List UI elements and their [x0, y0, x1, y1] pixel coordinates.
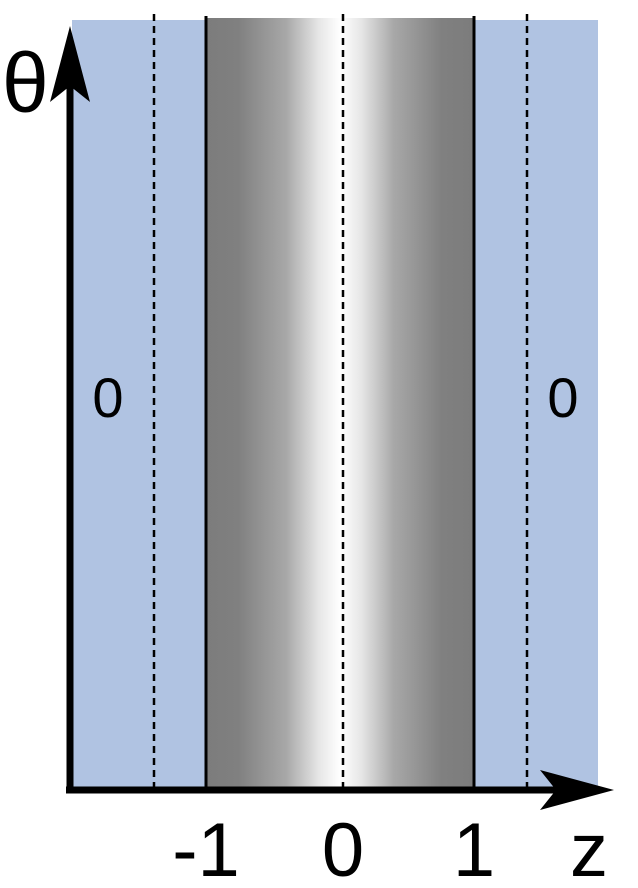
- region-label-right: 0: [547, 366, 578, 429]
- z-axis-label: z: [570, 808, 608, 888]
- tick-label-one: 1: [453, 808, 495, 888]
- tick-label-minus-one: -1: [172, 808, 240, 888]
- z-axis-arrowhead: [540, 770, 614, 810]
- theta-axis-label: θ: [2, 36, 49, 130]
- theta-axis-arrowhead: [50, 26, 90, 102]
- region-label-left: 0: [92, 366, 123, 429]
- tick-label-zero: 0: [322, 808, 364, 888]
- gradient-band: [206, 18, 474, 790]
